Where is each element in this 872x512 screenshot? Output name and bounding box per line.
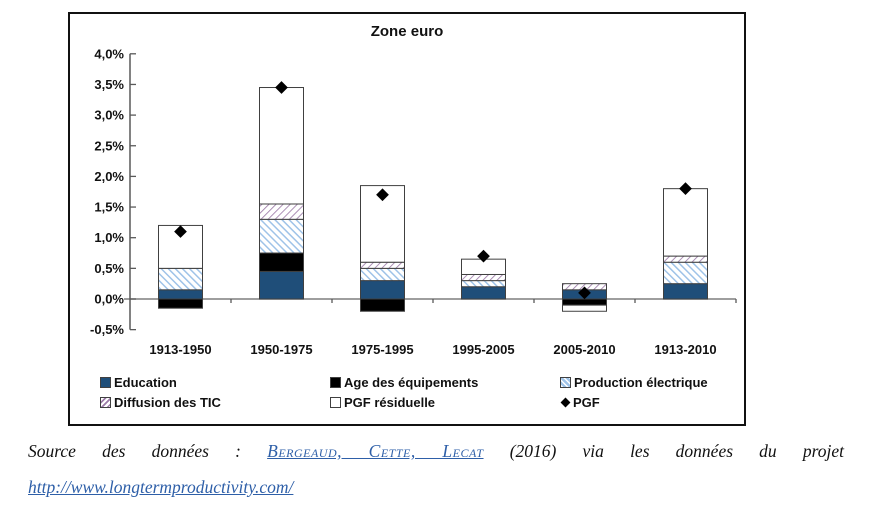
y-tick-label: 0,5%: [94, 261, 124, 276]
legend-item: Diffusion des TIC: [100, 394, 330, 411]
bar-segment: [259, 87, 304, 205]
bar-segment: [360, 280, 405, 300]
bar-segment: [158, 298, 203, 309]
chart-plot: 4,0% 3,5% 3,0% 2,5% 2,0% 1,5% 1,0% 0,5% 0,0% -0,5…: [90, 46, 737, 357]
y-tick-label: 0,0%: [94, 292, 124, 307]
bar-segment: [562, 304, 607, 312]
y-tick-label: 1,5%: [94, 200, 124, 215]
legend-item: Education: [100, 374, 330, 391]
chart-legend: Education Age des équipements Production é…: [100, 374, 708, 411]
y-tick-label: -0,5%: [90, 322, 124, 337]
chart-title: Zone euro: [370, 23, 444, 40]
legend-label: Age des équipements: [344, 375, 479, 390]
bar-segment: [259, 203, 304, 220]
legend-label: Diffusion des TIC: [114, 395, 221, 410]
bar-segment: [360, 298, 405, 312]
bar-segment: [259, 270, 304, 300]
legend-swatch-icon: [100, 377, 111, 388]
bar-segment: [360, 261, 405, 269]
y-tick-label: 2,0%: [94, 169, 124, 184]
legend-item: Age des équipements: [330, 374, 560, 391]
y-tick-label: 4,0%: [94, 46, 124, 61]
x-category-label: 1913-1950: [149, 342, 211, 357]
source-authors-link[interactable]: Bergeaud, Cette, Lecat: [267, 441, 484, 461]
legend-label: PGF: [573, 395, 600, 410]
x-category-label: 1913-2010: [654, 342, 716, 357]
source-url-link[interactable]: http://www.longtermproductivity.com/: [28, 476, 294, 497]
bar-segment: [461, 286, 506, 300]
bar-segment: [663, 261, 708, 285]
legend-label: PGF résiduelle: [344, 395, 436, 410]
source-middle: (2016) via les données du projet: [509, 441, 845, 461]
bar-segment: [259, 252, 304, 272]
chart-panel: Zone euro 4,0% 3,5% 3,0% 2,5% 2,0% 1,5% 1,0% 0,…: [68, 12, 746, 426]
bar-segment: [663, 255, 708, 263]
legend-item: PGF: [560, 394, 708, 411]
bar-segment: [158, 289, 203, 300]
bar-segment: [360, 267, 405, 282]
legend-label: Education: [114, 375, 177, 390]
source-prefix: Source des données :: [28, 441, 241, 461]
x-category-label: 1995-2005: [452, 342, 514, 357]
legend-label: Production électrique: [574, 375, 708, 390]
y-tick-label: 3,5%: [94, 77, 124, 92]
bar-segment: [461, 280, 506, 288]
y-tick-label: 2,5%: [94, 138, 124, 153]
bar-segment: [663, 283, 708, 300]
legend-swatch-icon: [330, 397, 341, 408]
bar-segment: [461, 273, 506, 282]
x-category-label: 1975-1995: [351, 342, 413, 357]
x-category-label: 2005-2010: [553, 342, 615, 357]
legend-swatch-icon: [560, 377, 571, 388]
y-tick-label: 1,0%: [94, 230, 124, 245]
legend-diamond-icon: [560, 397, 571, 408]
source-caption: Source des données : Bergeaud, Cette, Le…: [28, 434, 844, 506]
bar-segment: [259, 218, 304, 254]
y-tick-label: 3,0%: [94, 108, 124, 123]
pgf-marker: [275, 81, 288, 94]
legend-swatch-icon: [100, 397, 111, 408]
legend-swatch-icon: [330, 377, 341, 388]
bar-segment: [663, 188, 708, 257]
legend-item: Production électrique: [560, 374, 708, 391]
pgf-marker: [174, 225, 187, 238]
legend-item: PGF résiduelle: [330, 394, 560, 411]
pgf-marker: [477, 249, 490, 263]
bar-segment: [562, 298, 607, 306]
pgf-marker: [376, 188, 389, 202]
x-category-label: 1950-1975: [250, 342, 312, 357]
bar-segment: [158, 267, 203, 291]
